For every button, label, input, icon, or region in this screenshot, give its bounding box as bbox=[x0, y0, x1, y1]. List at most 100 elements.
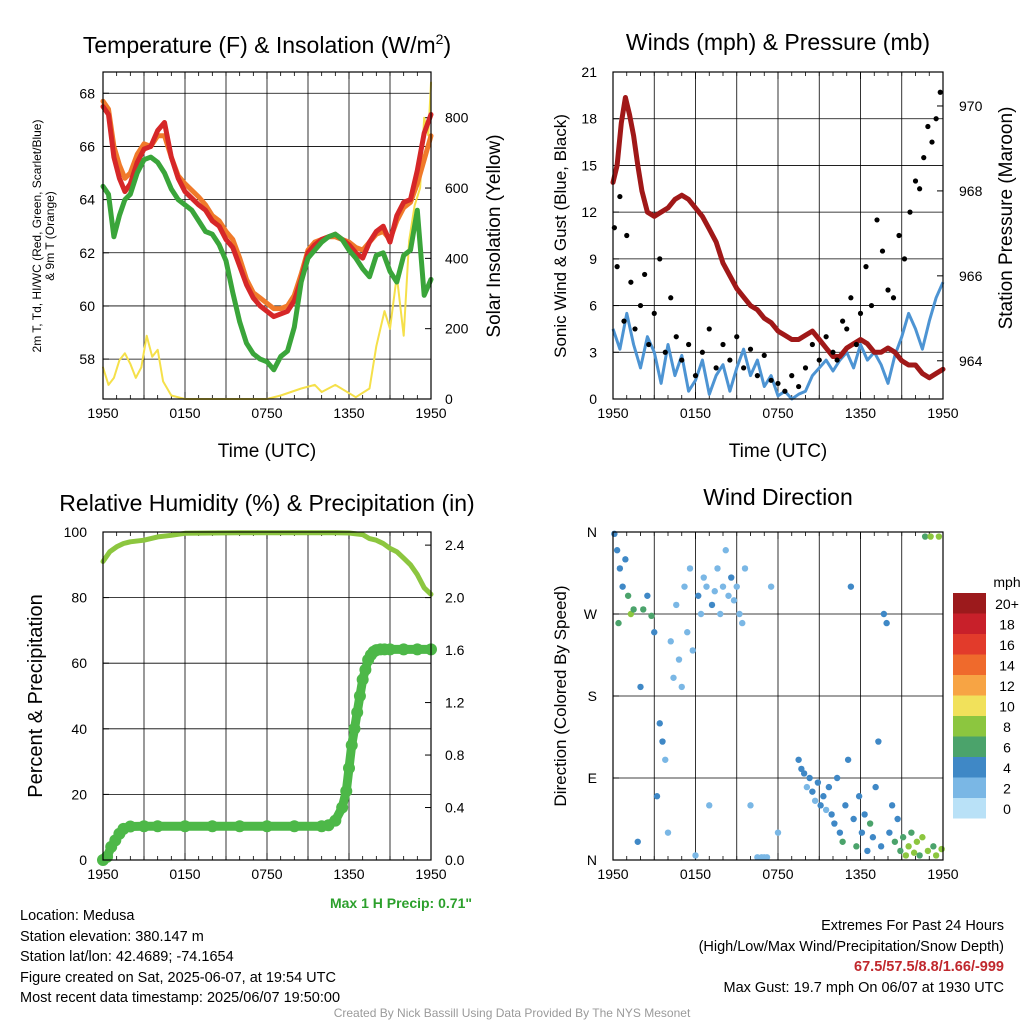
wind-direction-point bbox=[902, 852, 910, 859]
wind-direction-point bbox=[847, 583, 855, 590]
x-tick-label: 0150 bbox=[680, 405, 711, 421]
wind-direction-point bbox=[888, 802, 896, 809]
extremes-title: Extremes For Past 24 Hours bbox=[821, 918, 1004, 934]
precip-point bbox=[336, 801, 349, 814]
max-precip-annotation: Max 1 H Precip: 0.71" bbox=[329, 895, 472, 911]
y2-tick-label: 0.8 bbox=[445, 747, 465, 763]
y-tick-label: 15 bbox=[581, 157, 597, 173]
panel-title: Relative Humidity (%) & Precipitation (i… bbox=[59, 490, 474, 516]
gust-point bbox=[642, 271, 648, 278]
wind-direction-point bbox=[664, 829, 672, 836]
wind-direction-point bbox=[622, 556, 629, 563]
precip-point bbox=[353, 690, 366, 702]
wind-direction-point bbox=[855, 793, 863, 800]
y2-tick-label: 2.4 bbox=[445, 537, 465, 553]
speed-legend: mph 20+ 18 16 14 12 10 8 6 4 2 0 bbox=[953, 574, 1021, 819]
wind-direction-point bbox=[883, 619, 890, 627]
x-tick-label: 1950 bbox=[597, 405, 628, 421]
wind-direction-point bbox=[615, 619, 622, 627]
wind-direction-point bbox=[864, 847, 871, 855]
y2-tick-label: 0 bbox=[445, 391, 453, 407]
wind-direction-point bbox=[774, 829, 782, 836]
x-tick-label: 0750 bbox=[762, 405, 793, 421]
wind-direction-point bbox=[619, 583, 626, 590]
gust-point bbox=[628, 279, 634, 285]
panel-border bbox=[102, 531, 432, 861]
gust-point bbox=[868, 302, 875, 309]
y-tick-label: 66 bbox=[79, 138, 95, 154]
gust-point bbox=[933, 116, 939, 122]
gust-point bbox=[761, 352, 767, 358]
precip-point bbox=[411, 643, 424, 656]
gust-point bbox=[937, 89, 943, 95]
gust-point bbox=[816, 357, 822, 363]
wind-direction-point bbox=[659, 738, 666, 745]
legend-label: 8 bbox=[1003, 719, 1011, 735]
wind-direction-point bbox=[875, 738, 882, 745]
legend-swatch bbox=[953, 593, 986, 614]
wind-direction-point bbox=[703, 583, 710, 590]
precip-point bbox=[179, 820, 191, 833]
y2-tick-label: 0.0 bbox=[445, 852, 465, 868]
wind-direction-point bbox=[877, 843, 885, 850]
y-tick-label: 3 bbox=[589, 344, 597, 360]
x-tick-label: 1950 bbox=[415, 405, 446, 421]
wind-direction-point bbox=[811, 797, 819, 804]
legend-swatch bbox=[953, 798, 986, 819]
legend-label: 2 bbox=[1003, 781, 1011, 797]
x-tick-label: 1950 bbox=[597, 866, 628, 882]
series-rh bbox=[100, 530, 434, 597]
y2-tick-label: 1.2 bbox=[445, 695, 465, 711]
gust-point bbox=[713, 365, 719, 371]
wind-direction-point bbox=[894, 815, 901, 823]
wind-direction-point bbox=[681, 583, 688, 590]
legend-swatch bbox=[953, 613, 986, 634]
wind-direction-point bbox=[853, 843, 860, 850]
legend-swatch bbox=[953, 716, 986, 737]
wind-direction-point bbox=[831, 820, 838, 827]
gust-point bbox=[834, 357, 840, 363]
gust-point bbox=[874, 217, 880, 223]
wind-direction-point bbox=[630, 606, 637, 613]
precip-point bbox=[288, 820, 301, 833]
wind-direction-point bbox=[858, 829, 866, 836]
legend-swatch bbox=[953, 675, 986, 696]
gust-point bbox=[796, 383, 802, 390]
gust-point bbox=[925, 123, 931, 130]
panel-3: 1950 0150 0750 1350 1950 Relative Humidity (%… bbox=[25, 490, 475, 882]
legend-label: 6 bbox=[1003, 740, 1011, 756]
wind-direction-point bbox=[678, 683, 685, 691]
precip-point bbox=[397, 643, 410, 656]
wind-direction-point bbox=[722, 547, 729, 554]
precip-point bbox=[329, 814, 342, 827]
gust-point bbox=[747, 346, 754, 352]
wind-direction-point bbox=[814, 779, 822, 786]
precip-point bbox=[348, 722, 361, 735]
y-tick-label: 18 bbox=[581, 111, 597, 127]
wind-direction-point bbox=[828, 811, 835, 818]
legend-swatch bbox=[953, 654, 986, 675]
wind-direction-point bbox=[686, 565, 694, 572]
x-tick-label: 0150 bbox=[169, 405, 200, 421]
wind-direction-point bbox=[795, 756, 802, 763]
station-latlon: Station lat/lon: 42.4689; -74.1654 bbox=[20, 949, 234, 965]
gust-point bbox=[768, 377, 774, 383]
wind-direction-point bbox=[697, 610, 705, 618]
wind-direction-point bbox=[921, 533, 929, 540]
station-elevation: Station elevation: 380.147 m bbox=[20, 928, 204, 945]
y2-axis-label: Solar Insolation (Yellow) bbox=[484, 134, 505, 337]
y-tick-label: 58 bbox=[79, 351, 95, 367]
wind-direction-point bbox=[667, 638, 674, 645]
x-tick-label: 1950 bbox=[927, 866, 958, 882]
gust-point bbox=[775, 380, 781, 387]
gust-point bbox=[624, 232, 630, 239]
legend-swatch bbox=[953, 634, 986, 655]
gust-point bbox=[885, 287, 891, 293]
wind-direction-point bbox=[673, 601, 680, 609]
wind-direction-point bbox=[880, 610, 888, 618]
wind-direction-point bbox=[675, 656, 683, 663]
gust-point bbox=[662, 349, 668, 355]
y-axis-label: Direction (Colored By Speed) bbox=[551, 585, 570, 806]
wind-direction-point bbox=[624, 592, 632, 599]
panel-border bbox=[612, 531, 944, 861]
